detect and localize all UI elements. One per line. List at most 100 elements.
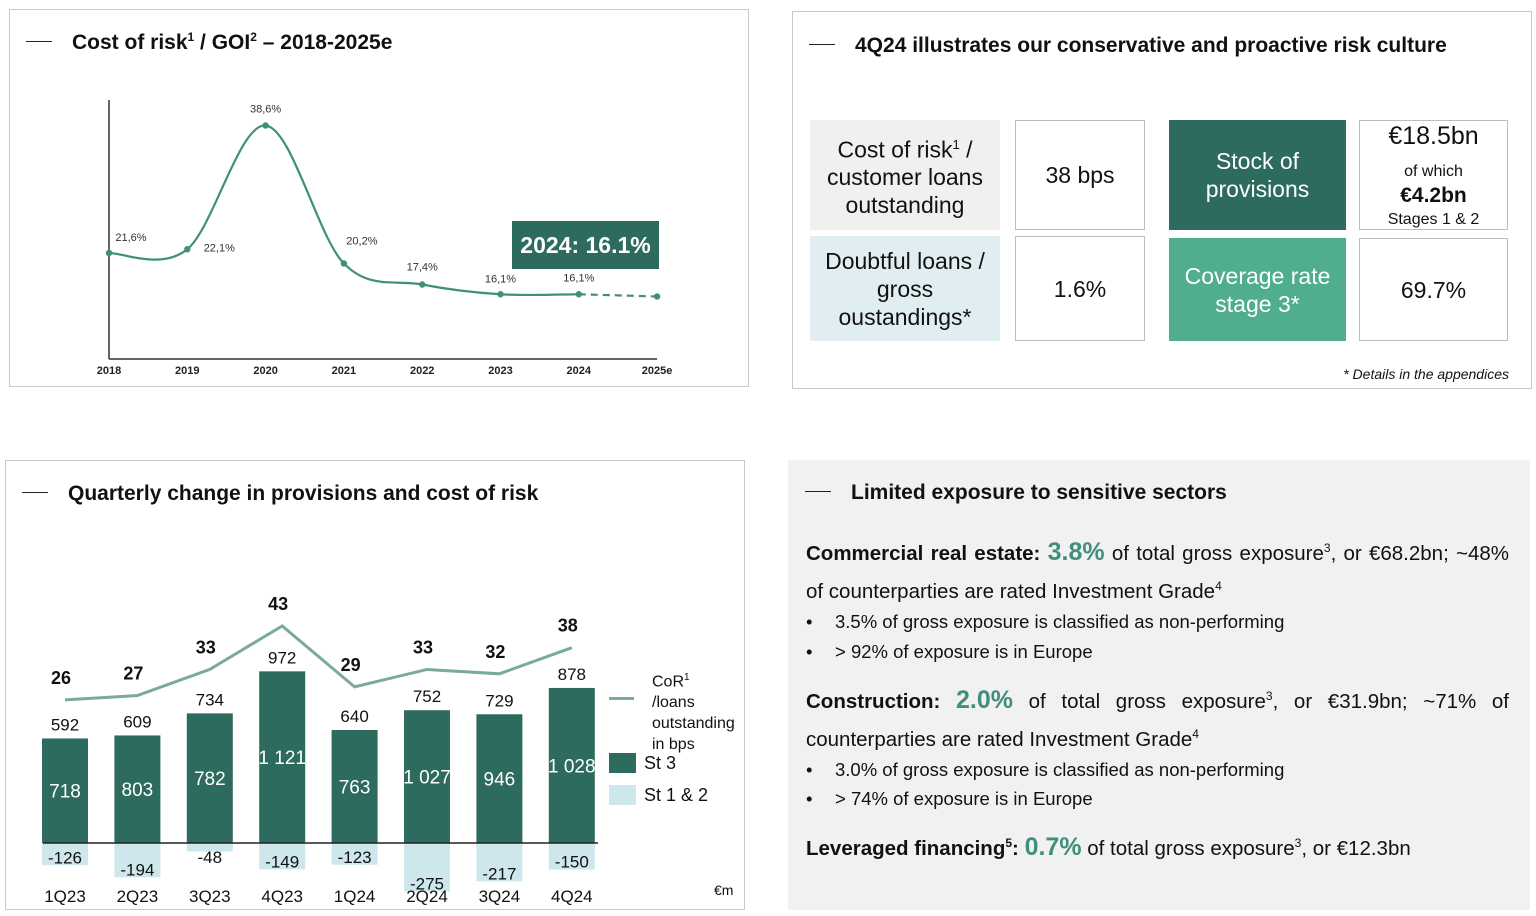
title-dash: [805, 490, 831, 493]
bar-st3: [259, 671, 306, 843]
bar-st3: [186, 713, 233, 843]
legend-st3-swatch: [609, 753, 636, 773]
cost-of-risk-line-chart: 21,6% 22,1% 38,6% 20,2% 17,4% 16,1% 16,1% 2018 2…: [97, 100, 673, 377]
bar-st3: [42, 738, 88, 843]
bar-st12: [331, 843, 378, 865]
bar-total-label: 729: [485, 691, 513, 710]
bar-total-label: 878: [558, 665, 586, 684]
bar-total-label: 640: [340, 707, 368, 726]
bar-st3-label: 1 121: [258, 748, 306, 769]
x-tick-label: 1Q23: [44, 887, 86, 906]
kpi-doubtful-loans-value: 1.6%: [1015, 236, 1145, 341]
cor-label: 43: [268, 594, 288, 614]
cre-bullet-2: • > 92% of exposure is in Europe: [806, 641, 1093, 662]
bar-st3-label: 782: [194, 769, 226, 790]
cor-label: 33: [196, 637, 216, 657]
data-point: [262, 122, 269, 129]
bar-st3-label: 1 027: [403, 768, 451, 789]
kpi-stock-provisions-label: Stock of provisions: [1169, 120, 1346, 230]
bar-st12-label: -194: [120, 860, 154, 879]
risk-culture-panel: 4Q24 illustrates our conservative and pr…: [792, 11, 1532, 389]
data-point: [497, 291, 504, 298]
legend-line-swatch: [609, 697, 634, 700]
cor-label: 33: [413, 637, 433, 657]
bar-total-label: 592: [51, 715, 79, 734]
kpi-stock-provisions-value: €18.5bn of which €4.2bn Stages 1 & 2: [1359, 120, 1508, 230]
title-dash: [22, 491, 48, 494]
x-tick-label: 2023: [488, 365, 512, 377]
bar-total-label: 609: [123, 712, 151, 731]
bar-st12-label: -149: [265, 852, 299, 871]
bar-st12: [476, 843, 523, 882]
legend-st3-label: St 3: [644, 753, 677, 773]
cor-label: 27: [123, 664, 143, 684]
title-dash: [26, 40, 52, 43]
bar-total-label: 752: [413, 687, 441, 706]
data-label: 22,1%: [204, 242, 235, 254]
bar-st3: [331, 729, 378, 843]
bar-total-label: 734: [196, 690, 224, 709]
panel-title: 4Q24 illustrates our conservative and pr…: [809, 34, 1447, 58]
panel-title: Cost of risk1 / GOI2 – 2018-2025e: [26, 30, 392, 55]
bar-st12-label: -217: [482, 864, 516, 883]
title-dash: [809, 43, 835, 46]
kpi-doubtful-loans-label: Doubtful loans / gross oustandings*: [810, 236, 1000, 341]
cre-bullet-1: • 3.5% of gross exposure is classified as…: [806, 611, 1285, 632]
highlight-badge: 2024: 16.1%: [512, 221, 659, 269]
data-label: 16,1%: [563, 272, 594, 284]
x-tick-label: 4Q24: [551, 887, 593, 906]
bar-st3: [548, 687, 595, 843]
bar-st12: [404, 843, 450, 892]
bar-st3: [404, 710, 450, 843]
cor-label: 26: [51, 668, 71, 688]
x-tick-label: 1Q24: [334, 887, 376, 906]
x-tick-label: 3Q24: [479, 887, 521, 906]
x-tick-label: 2Q23: [117, 887, 159, 906]
bar-st3-label: 763: [339, 777, 371, 798]
quarterly-provisions-bar-chart: 718 592 -126 1Q23 803 609 -194 2Q23 782 734 -48 3Q2…: [42, 594, 598, 906]
bar-st12: [186, 843, 233, 852]
bar-st12: [114, 843, 161, 878]
cost-of-risk-estimate-line: [578, 293, 658, 298]
bar-st12: [548, 843, 595, 870]
cor-label: 38: [558, 616, 578, 636]
x-tick-label: 2018: [97, 365, 121, 377]
bar-st12-label: -126: [48, 848, 82, 867]
kpi-cost-of-risk-label: Cost of risk1 / customer loans outstandi…: [810, 120, 1000, 230]
quarterly-provisions-panel: Quarterly change in provisions and cost …: [5, 460, 745, 910]
cor-line: [64, 624, 573, 702]
data-label: 16,1%: [485, 273, 516, 285]
bar-st3-label: 1 028: [548, 756, 596, 777]
bar-st3-label: 803: [122, 780, 154, 801]
kpi-coverage-rate-label: Coverage rate stage 3*: [1169, 238, 1346, 341]
cost-of-risk-line: [108, 124, 579, 297]
x-tick-label: 2Q24: [406, 887, 448, 906]
x-tick-label: 3Q23: [189, 887, 231, 906]
commercial-real-estate-paragraph: Commercial real estate: 3.8% of total gr…: [806, 537, 1510, 603]
cor-label: 29: [341, 655, 361, 675]
data-label: 20,2%: [346, 236, 377, 248]
bar-st12-label: -48: [198, 848, 223, 867]
bar-st3-label: 718: [49, 782, 81, 803]
footnote: * Details in the appendices: [1343, 366, 1509, 382]
legend-cor-label: CoR1 /loans outstanding in bps: [652, 672, 735, 754]
x-tick-label: 2024: [567, 365, 592, 377]
data-label: 21,6%: [115, 232, 146, 244]
kpi-cost-of-risk-value: 38 bps: [1015, 120, 1145, 230]
x-tick-label: 2025e: [642, 365, 673, 377]
legend-st12-swatch: [609, 785, 636, 805]
bar-st12-label: -150: [555, 852, 589, 871]
x-tick-label: 2021: [332, 365, 356, 377]
bar-st12: [42, 843, 88, 866]
panel-title: Quarterly change in provisions and cost …: [22, 482, 538, 506]
bar-st12-label: -275: [410, 875, 444, 894]
kpi-coverage-rate-value: 69.7%: [1359, 238, 1508, 341]
legend-st12-label: St 1 & 2: [644, 785, 709, 805]
data-point: [184, 246, 191, 253]
construction-paragraph: Construction: 2.0% of total gross exposu…: [806, 685, 1509, 751]
x-tick-label: 4Q23: [261, 887, 303, 906]
panel-title: Limited exposure to sensitive sectors: [805, 481, 1227, 505]
bar-st12: [259, 843, 306, 870]
data-point: [340, 260, 348, 267]
x-tick-label: 2022: [410, 365, 434, 377]
